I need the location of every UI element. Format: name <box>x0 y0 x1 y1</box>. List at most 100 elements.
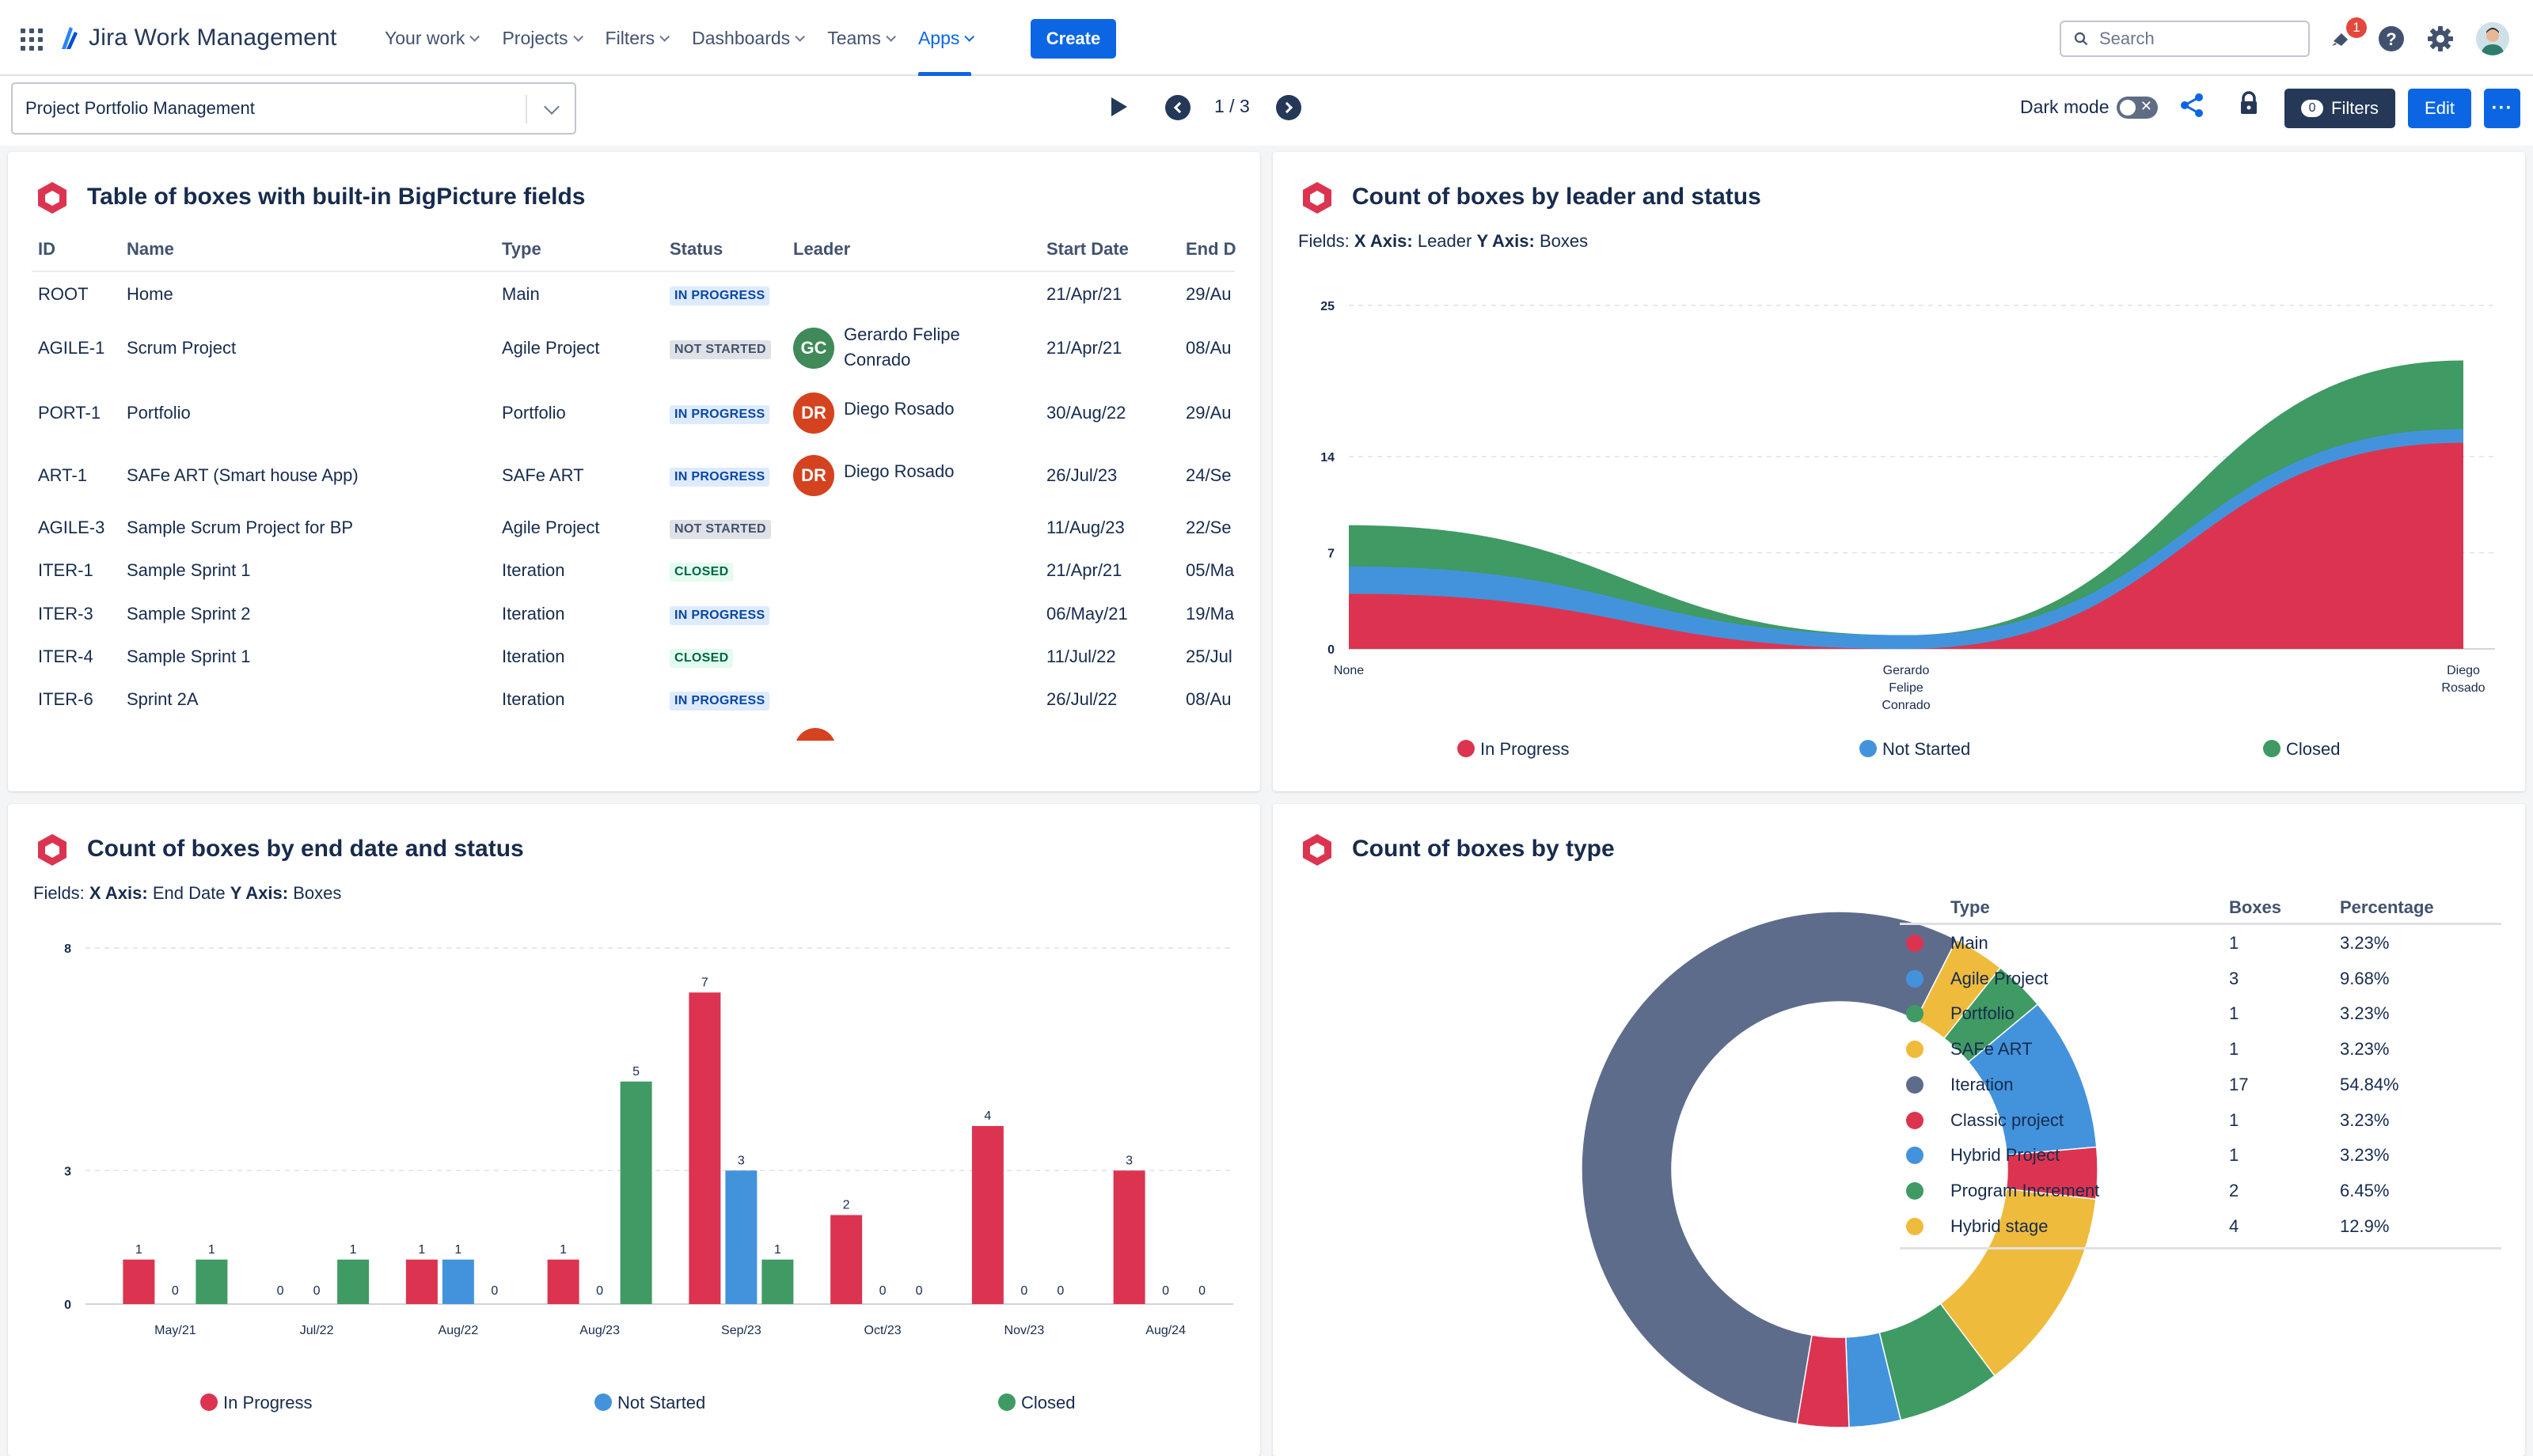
bar-in-progress[interactable] <box>971 1126 1004 1304</box>
notifications-icon[interactable] <box>2326 24 2356 54</box>
bar-in-progress[interactable] <box>830 1215 863 1305</box>
chevron-down-icon <box>572 31 583 42</box>
svg-text:?: ? <box>2386 29 2396 49</box>
search-input[interactable]: Search <box>2060 21 2310 57</box>
bar-value-label: 0 <box>1057 1284 1064 1298</box>
column-header[interactable]: Leader <box>793 239 851 259</box>
column-header[interactable]: Name <box>127 239 174 259</box>
product-logo[interactable]: Jira Work Management <box>59 22 337 54</box>
lock-icon[interactable] <box>2237 90 2261 117</box>
area-series-in-progress[interactable] <box>1349 442 2463 649</box>
bar-value-label: 0 <box>1162 1284 1169 1298</box>
avatar-circle <box>795 728 836 741</box>
cell-name[interactable]: Sample Scrum Project for BP <box>127 518 354 537</box>
share-icon[interactable] <box>2178 92 2205 119</box>
bar-in-progress[interactable] <box>547 1259 579 1304</box>
chevron-left-icon <box>1173 101 1186 114</box>
filters-button[interactable]: 0 Filters <box>2284 89 2395 128</box>
nav-item-label: Teams <box>827 27 881 48</box>
bar-closed[interactable] <box>196 1259 228 1304</box>
cell-name[interactable]: Portfolio <box>127 403 191 423</box>
play-slideshow-icon[interactable] <box>1107 95 1130 119</box>
bar-closed[interactable] <box>337 1259 370 1304</box>
bar-not-started[interactable] <box>725 1170 758 1304</box>
edit-button[interactable]: Edit <box>2408 89 2471 128</box>
type-percentage: 6.45% <box>2340 1180 2390 1200</box>
y-axis-field: Boxes <box>293 883 342 903</box>
column-header[interactable]: Type <box>502 239 541 259</box>
cell-id: ITER-3 <box>38 604 93 624</box>
project-select[interactable]: Project Portfolio Management <box>11 82 576 135</box>
type-color-dot <box>1906 935 1923 952</box>
app-switcher-icon[interactable] <box>21 28 43 51</box>
type-column-header[interactable]: Boxes <box>2229 897 2282 917</box>
nav-item-projects[interactable]: Projects <box>489 0 592 76</box>
bar-not-started[interactable] <box>442 1259 474 1304</box>
nav-item-apps[interactable]: Apps <box>906 0 984 76</box>
cell-type: Iteration <box>502 560 565 580</box>
chevron-down-icon <box>795 31 806 42</box>
cell-name[interactable]: Scrum Project <box>127 338 237 358</box>
bar-closed[interactable] <box>620 1081 652 1304</box>
donut-chart <box>1581 911 2098 1428</box>
chart-fields-description: Fields: X Axis: End Date Y Axis: Boxes <box>33 883 341 904</box>
help-icon[interactable]: ? <box>2376 24 2406 54</box>
create-button[interactable]: Create <box>1031 19 1116 59</box>
type-name: Hybrid stage <box>1950 1215 2049 1236</box>
y-tick-label: 25 <box>1320 300 1335 313</box>
cell-name[interactable]: Home <box>127 284 173 304</box>
settings-gear-icon[interactable] <box>2425 24 2455 54</box>
bar-value-label: 0 <box>879 1284 887 1298</box>
fields-prefix: Fields: <box>1298 231 1350 251</box>
y-axis-label: Y Axis: <box>230 883 289 903</box>
bar-in-progress[interactable] <box>689 992 721 1304</box>
cell-name[interactable]: Sample Sprint 2 <box>127 604 251 624</box>
bar-in-progress[interactable] <box>1113 1170 1145 1304</box>
nav-item-dashboards[interactable]: Dashboards <box>679 0 815 76</box>
cell-name[interactable]: Sprint 2A <box>127 689 199 709</box>
x-tick-label: Gerardo <box>1883 664 1930 677</box>
chevron-down-icon <box>964 31 975 42</box>
nav-item-your-work[interactable]: Your work <box>372 0 489 76</box>
nav-item-teams[interactable]: Teams <box>815 0 906 76</box>
next-page-button[interactable] <box>1276 95 1301 120</box>
column-header[interactable]: End D <box>1186 239 1236 259</box>
cell-id: ITER-4 <box>38 646 93 666</box>
more-actions-button[interactable]: ··· <box>2484 89 2520 128</box>
previous-page-button[interactable] <box>1165 95 1191 120</box>
column-header[interactable]: ID <box>38 239 55 259</box>
type-column-header[interactable]: Percentage <box>2340 897 2434 917</box>
cell-id: ROOT <box>38 284 89 304</box>
donut-slice-iteration[interactable] <box>1581 911 1958 1425</box>
bar-value-label: 0 <box>596 1284 603 1298</box>
bar-value-label: 1 <box>774 1243 781 1257</box>
cell-name[interactable]: Sample Sprint 1 <box>127 560 251 580</box>
y-tick-label: 0 <box>64 1299 71 1312</box>
type-color-dot <box>1906 1005 1923 1023</box>
chevron-down-icon <box>659 31 670 42</box>
dark-mode-toggle[interactable]: ✕ <box>2117 97 2158 119</box>
bar-in-progress[interactable] <box>123 1259 155 1304</box>
column-header[interactable]: Start Date <box>1046 239 1129 259</box>
type-count: 17 <box>2229 1074 2249 1094</box>
bar-closed[interactable] <box>761 1259 794 1304</box>
search-placeholder: Search <box>2099 28 2155 48</box>
cell-type: Portfolio <box>502 403 566 423</box>
bar-value-label: 0 <box>313 1284 321 1298</box>
type-count: 3 <box>2229 968 2239 988</box>
top-navigation: Jira Work Management Your work Projects Fi… <box>0 0 2533 76</box>
bar-in-progress[interactable] <box>405 1259 438 1304</box>
bar-value-label: 0 <box>916 1284 923 1298</box>
bar-value-label: 1 <box>454 1243 461 1257</box>
cell-name[interactable]: SAFe ART (Smart house App) <box>127 465 359 485</box>
x-axis-label: X Axis: <box>1354 231 1413 251</box>
bigpicture-logo-icon <box>1303 182 1331 214</box>
cell-name[interactable]: Sample Sprint 1 <box>127 646 251 666</box>
column-header[interactable]: Status <box>670 239 723 259</box>
type-name: Portfolio <box>1950 1003 2015 1024</box>
x-tick-label: Sep/23 <box>721 1324 761 1337</box>
user-avatar[interactable] <box>2476 22 2509 55</box>
type-percentage: 3.23% <box>2340 1109 2390 1130</box>
nav-item-filters[interactable]: Filters <box>593 0 680 76</box>
type-column-header[interactable]: Type <box>1950 897 1990 917</box>
